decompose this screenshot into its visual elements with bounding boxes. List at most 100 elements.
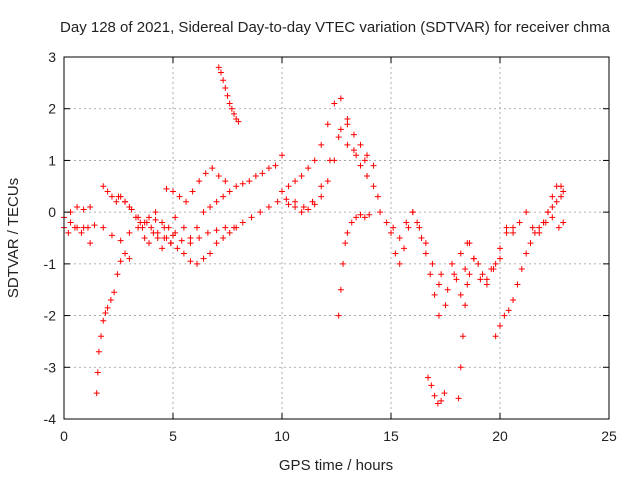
data-point xyxy=(414,219,421,226)
series-track-f xyxy=(115,193,240,267)
data-point xyxy=(115,193,122,200)
data-point xyxy=(337,126,344,133)
series-track-s xyxy=(455,271,473,402)
data-point xyxy=(220,235,227,241)
data-point xyxy=(100,224,107,231)
data-point xyxy=(170,188,176,195)
data-point xyxy=(233,224,240,231)
data-point xyxy=(405,224,412,231)
data-point xyxy=(311,157,318,164)
data-point xyxy=(442,302,449,309)
data-point xyxy=(139,224,146,231)
data-point xyxy=(523,209,530,216)
plot-frame xyxy=(63,56,610,420)
data-point xyxy=(213,240,220,247)
data-point xyxy=(220,193,227,200)
series-track-t xyxy=(492,193,565,340)
series-track-p xyxy=(425,374,448,407)
data-point xyxy=(292,198,299,205)
data-point xyxy=(425,374,432,381)
data-point xyxy=(159,245,166,252)
series-track-m xyxy=(335,211,373,319)
data-point xyxy=(444,286,451,293)
data-point xyxy=(100,317,107,324)
data-point xyxy=(102,309,109,316)
data-point xyxy=(150,229,157,236)
data-point xyxy=(510,229,517,236)
data-point xyxy=(224,92,231,99)
data-point xyxy=(470,255,477,262)
data-point xyxy=(457,364,464,371)
data-point xyxy=(279,188,285,195)
data-point xyxy=(187,235,194,241)
data-point xyxy=(91,222,98,229)
data-point xyxy=(87,240,94,247)
data-point xyxy=(466,240,473,247)
data-point xyxy=(209,165,216,172)
data-point xyxy=(257,209,264,216)
x-tick-label: 10 xyxy=(274,428,290,444)
data-point xyxy=(466,271,473,278)
x-tick-label: 25 xyxy=(601,428,617,444)
data-point xyxy=(344,229,351,236)
data-point xyxy=(141,235,148,241)
data-point xyxy=(401,245,408,252)
x-tick-label: 20 xyxy=(492,428,508,444)
data-point xyxy=(94,369,101,376)
data-point xyxy=(392,250,399,257)
data-point xyxy=(510,224,517,231)
y-tick-label: 2 xyxy=(48,101,56,117)
data-point xyxy=(549,203,556,210)
data-point xyxy=(108,232,115,239)
data-point xyxy=(285,183,292,190)
series-track-e xyxy=(100,183,179,231)
data-point xyxy=(396,260,403,267)
data-point xyxy=(483,276,490,283)
data-point xyxy=(107,297,114,304)
data-point xyxy=(324,121,331,128)
data-point xyxy=(93,390,100,397)
data-point xyxy=(207,203,214,210)
data-point xyxy=(285,201,292,208)
data-point xyxy=(87,203,94,210)
series-track-d xyxy=(93,250,133,397)
data-point xyxy=(560,188,567,195)
data-point xyxy=(455,395,462,402)
data-point xyxy=(523,250,530,257)
data-point xyxy=(265,165,272,172)
data-point xyxy=(239,180,246,187)
data-point xyxy=(189,188,196,195)
data-point xyxy=(178,237,185,244)
data-point xyxy=(503,229,510,236)
data-point xyxy=(311,201,318,208)
data-point xyxy=(418,235,425,241)
data-point xyxy=(292,178,299,185)
data-point xyxy=(246,178,253,185)
data-point xyxy=(503,224,510,231)
data-point xyxy=(403,219,410,226)
data-point xyxy=(549,193,556,200)
data-point xyxy=(265,203,272,210)
data-point xyxy=(220,77,227,84)
data-point xyxy=(213,198,220,205)
data-point xyxy=(350,147,357,154)
series-track-i xyxy=(180,152,285,241)
data-point xyxy=(488,266,495,273)
data-point xyxy=(200,209,207,216)
data-point xyxy=(222,178,229,185)
data-point xyxy=(331,157,338,164)
data-point xyxy=(497,255,503,262)
data-point xyxy=(464,281,471,288)
data-point xyxy=(300,203,307,210)
data-point xyxy=(226,100,233,107)
x-axis-label: GPS time / hours xyxy=(279,457,393,474)
data-point xyxy=(146,214,153,221)
data-point xyxy=(80,206,87,213)
data-point xyxy=(167,240,174,247)
data-point xyxy=(202,170,209,177)
data-point xyxy=(163,185,170,192)
data-point xyxy=(111,289,118,296)
data-point xyxy=(233,183,240,190)
data-point xyxy=(350,131,357,138)
